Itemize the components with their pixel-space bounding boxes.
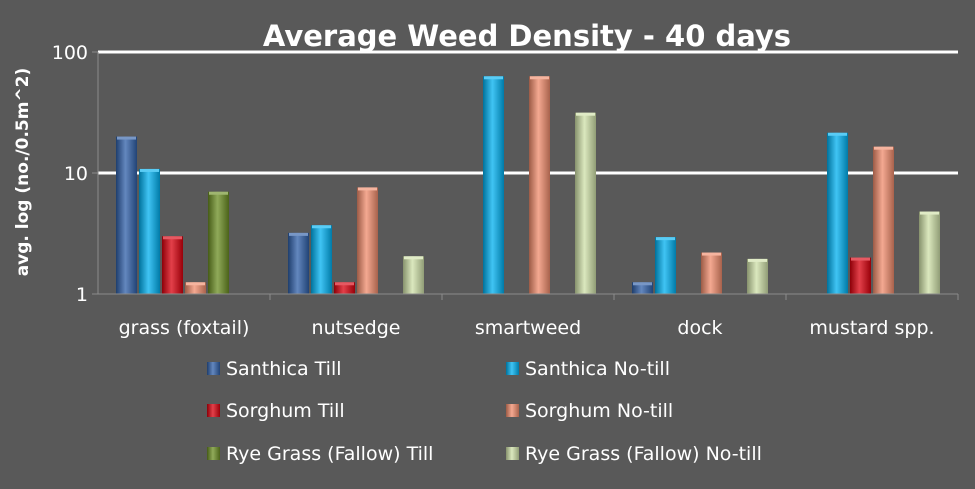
category-label: grass (foxtail) — [119, 317, 250, 339]
bar-sorghum-no-till-1 — [357, 187, 378, 294]
y-axis-label: avg. log (no./0.5m^2) — [13, 68, 33, 277]
bar-highlight — [163, 236, 182, 240]
legend: Santhica Till Santhica No-till Sorghum Til… — [207, 358, 762, 465]
bar-highlight — [484, 76, 503, 80]
bar-sorghum-no-till-2 — [529, 76, 550, 295]
legend-swatch — [506, 362, 519, 375]
bar-highlight — [186, 282, 205, 286]
gridlines — [98, 50, 958, 175]
y-tick-label: 1 — [76, 284, 88, 306]
bar-highlight — [209, 191, 228, 195]
bar-santhica-no-till-4 — [827, 132, 848, 294]
category-labels: grass (foxtail) nutsedge smartweed dock must… — [119, 317, 935, 339]
bar-santhica-till-1 — [288, 232, 309, 294]
bar-sorghum-no-till-0 — [185, 282, 206, 294]
legend-swatch — [207, 447, 220, 460]
bar-highlight — [920, 211, 939, 215]
y-tick-label: 10 — [64, 163, 88, 185]
legend-swatch — [506, 447, 519, 460]
bar-highlight — [576, 112, 595, 116]
y-axis-ticks: 1 10 100 — [52, 42, 98, 306]
legend-label: Sorghum No-till — [525, 400, 673, 422]
bar-highlight — [117, 136, 136, 140]
bar-sorghum-till-0 — [162, 236, 183, 294]
bars — [116, 76, 940, 295]
bar-rye-grass-fallow-no-till-1 — [403, 256, 424, 294]
legend-label: Rye Grass (Fallow) No-till — [525, 443, 762, 465]
bar-highlight — [140, 168, 159, 172]
bar-highlight — [335, 282, 354, 286]
bar-santhica-no-till-0 — [139, 168, 160, 294]
legend-label: Sorghum Till — [226, 400, 345, 422]
bar-highlight — [530, 76, 549, 80]
bar-sorghum-no-till-4 — [873, 146, 894, 294]
bar-highlight — [312, 225, 331, 229]
legend-label: Santhica Till — [226, 358, 342, 380]
bar-highlight — [404, 256, 423, 260]
legend-swatch — [207, 404, 220, 417]
bar-highlight — [874, 146, 893, 150]
bar-highlight — [702, 252, 721, 256]
bar-santhica-no-till-3 — [655, 237, 676, 294]
bar-highlight — [358, 187, 377, 191]
category-label: nutsedge — [312, 317, 401, 339]
bar-highlight — [289, 232, 308, 236]
category-label: smartweed — [475, 317, 581, 339]
category-label: mustard spp. — [809, 317, 934, 339]
legend-label: Santhica No-till — [525, 358, 670, 380]
bar-sorghum-no-till-3 — [701, 252, 722, 294]
axes — [97, 52, 959, 300]
category-label: dock — [677, 317, 722, 339]
bar-santhica-no-till-1 — [311, 225, 332, 294]
bar-rye-grass-fallow-no-till-2 — [575, 112, 596, 294]
bar-santhica-till-0 — [116, 136, 137, 294]
bar-highlight — [828, 132, 847, 136]
bar-highlight — [748, 258, 767, 262]
bar-highlight — [656, 237, 675, 241]
bar-rye-grass-fallow-till-0 — [208, 191, 229, 294]
bar-rye-grass-fallow-no-till-4 — [919, 211, 940, 294]
legend-swatch — [207, 362, 220, 375]
chart-title: Average Weed Density - 40 days — [263, 19, 791, 53]
legend-swatch — [506, 404, 519, 417]
y-tick-label: 100 — [52, 42, 88, 64]
bar-santhica-no-till-2 — [483, 76, 504, 295]
bar-rye-grass-fallow-no-till-3 — [747, 258, 768, 294]
bar-sorghum-till-1 — [334, 282, 355, 294]
bar-highlight — [633, 282, 652, 286]
legend-label: Rye Grass (Fallow) Till — [226, 443, 433, 465]
bar-santhica-till-3 — [632, 282, 653, 294]
bar-sorghum-till-4 — [850, 257, 871, 294]
bar-highlight — [851, 257, 870, 261]
